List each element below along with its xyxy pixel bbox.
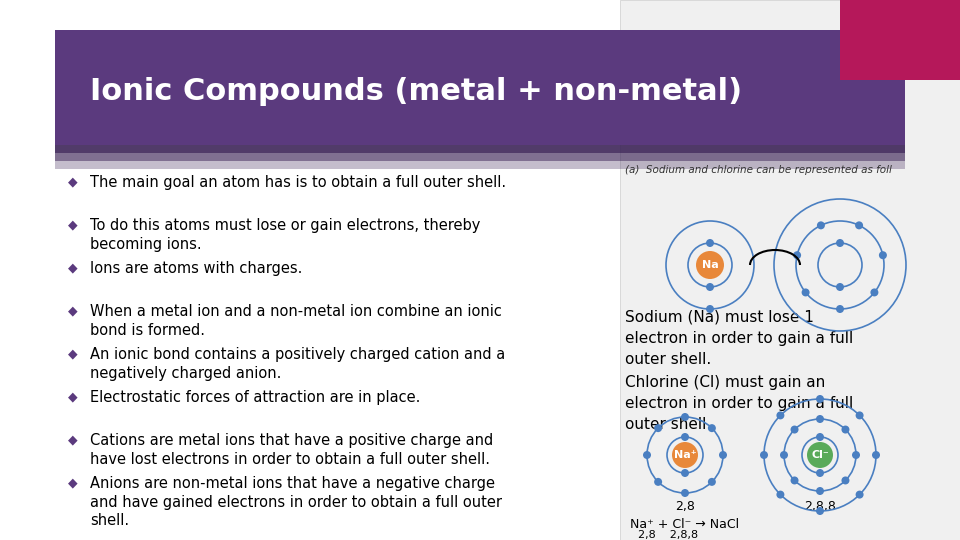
Circle shape — [807, 442, 833, 468]
Text: ◆: ◆ — [68, 304, 78, 317]
Circle shape — [706, 283, 714, 291]
Circle shape — [842, 426, 850, 434]
Circle shape — [793, 251, 801, 259]
Circle shape — [816, 487, 824, 495]
Circle shape — [871, 288, 878, 296]
Circle shape — [777, 491, 784, 498]
Circle shape — [855, 491, 864, 498]
Text: Ionic Compounds (metal + non-metal): Ionic Compounds (metal + non-metal) — [90, 78, 742, 106]
Text: Anions are non-metal ions that have a negative charge
and have gained electrons : Anions are non-metal ions that have a ne… — [90, 476, 502, 528]
Circle shape — [681, 413, 689, 421]
Circle shape — [643, 451, 651, 459]
Circle shape — [836, 283, 844, 291]
Circle shape — [780, 451, 788, 459]
Circle shape — [879, 251, 887, 259]
Bar — [55, 54, 905, 169]
Circle shape — [681, 489, 689, 497]
Circle shape — [719, 451, 727, 459]
Circle shape — [836, 305, 844, 313]
Text: ◆: ◆ — [68, 347, 78, 360]
Text: Ions are atoms with charges.: Ions are atoms with charges. — [90, 261, 302, 276]
Text: When a metal ion and a non-metal ion combine an ionic
bond is formed.: When a metal ion and a non-metal ion com… — [90, 304, 502, 338]
Text: Cations are metal ions that have a positive charge and
have lost electrons in or: Cations are metal ions that have a posit… — [90, 433, 493, 467]
Circle shape — [706, 305, 714, 313]
Circle shape — [777, 411, 784, 420]
Circle shape — [816, 507, 824, 515]
Circle shape — [852, 451, 860, 459]
Text: To do this atoms must lose or gain electrons, thereby
becoming ions.: To do this atoms must lose or gain elect… — [90, 218, 480, 252]
Circle shape — [816, 469, 824, 477]
Text: An ionic bond contains a positively charged cation and a
negatively charged anio: An ionic bond contains a positively char… — [90, 347, 505, 381]
Circle shape — [681, 433, 689, 441]
Text: ◆: ◆ — [68, 218, 78, 231]
Bar — [620, 0, 960, 540]
Circle shape — [654, 424, 662, 432]
Circle shape — [817, 221, 825, 229]
Text: ◆: ◆ — [68, 261, 78, 274]
Bar — [55, 38, 905, 153]
Bar — [840, 0, 960, 80]
Circle shape — [708, 424, 716, 432]
Circle shape — [708, 478, 716, 486]
Circle shape — [696, 251, 724, 279]
Circle shape — [790, 476, 799, 484]
Circle shape — [790, 426, 799, 434]
Text: Chlorine (Cl) must gain an
electron in order to gain a full
outer shell.: Chlorine (Cl) must gain an electron in o… — [625, 375, 853, 432]
Circle shape — [816, 395, 824, 403]
Text: ◆: ◆ — [68, 390, 78, 403]
Text: Na: Na — [702, 260, 718, 270]
Circle shape — [842, 476, 850, 484]
Text: ◆: ◆ — [68, 433, 78, 446]
Text: ◆: ◆ — [68, 175, 78, 188]
Bar — [55, 30, 905, 145]
Text: 2,8    2,8,8: 2,8 2,8,8 — [638, 530, 698, 540]
Circle shape — [836, 239, 844, 247]
Text: Na⁺: Na⁺ — [674, 450, 696, 460]
Circle shape — [681, 469, 689, 477]
Text: ◆: ◆ — [68, 476, 78, 489]
Circle shape — [855, 221, 863, 229]
Text: Sodium (Na) must lose 1
electron in order to gain a full
outer shell.: Sodium (Na) must lose 1 electron in orde… — [625, 310, 853, 367]
Circle shape — [855, 411, 864, 420]
Circle shape — [802, 288, 809, 296]
Circle shape — [706, 239, 714, 247]
Circle shape — [672, 442, 698, 468]
Text: 2,8,8: 2,8,8 — [804, 500, 836, 513]
Circle shape — [816, 415, 824, 423]
Text: Na⁺ + Cl⁻ → NaCl: Na⁺ + Cl⁻ → NaCl — [630, 518, 739, 531]
Circle shape — [872, 451, 880, 459]
Text: (a)  Sodium and chlorine can be represented as foll: (a) Sodium and chlorine can be represent… — [625, 165, 892, 175]
Text: The main goal an atom has is to obtain a full outer shell.: The main goal an atom has is to obtain a… — [90, 175, 506, 190]
Circle shape — [654, 478, 662, 486]
Text: 2,8: 2,8 — [675, 500, 695, 513]
Circle shape — [816, 433, 824, 441]
Bar — [55, 46, 905, 161]
Text: Electrostatic forces of attraction are in place.: Electrostatic forces of attraction are i… — [90, 390, 420, 405]
Circle shape — [760, 451, 768, 459]
Text: Cl⁻: Cl⁻ — [811, 450, 828, 460]
